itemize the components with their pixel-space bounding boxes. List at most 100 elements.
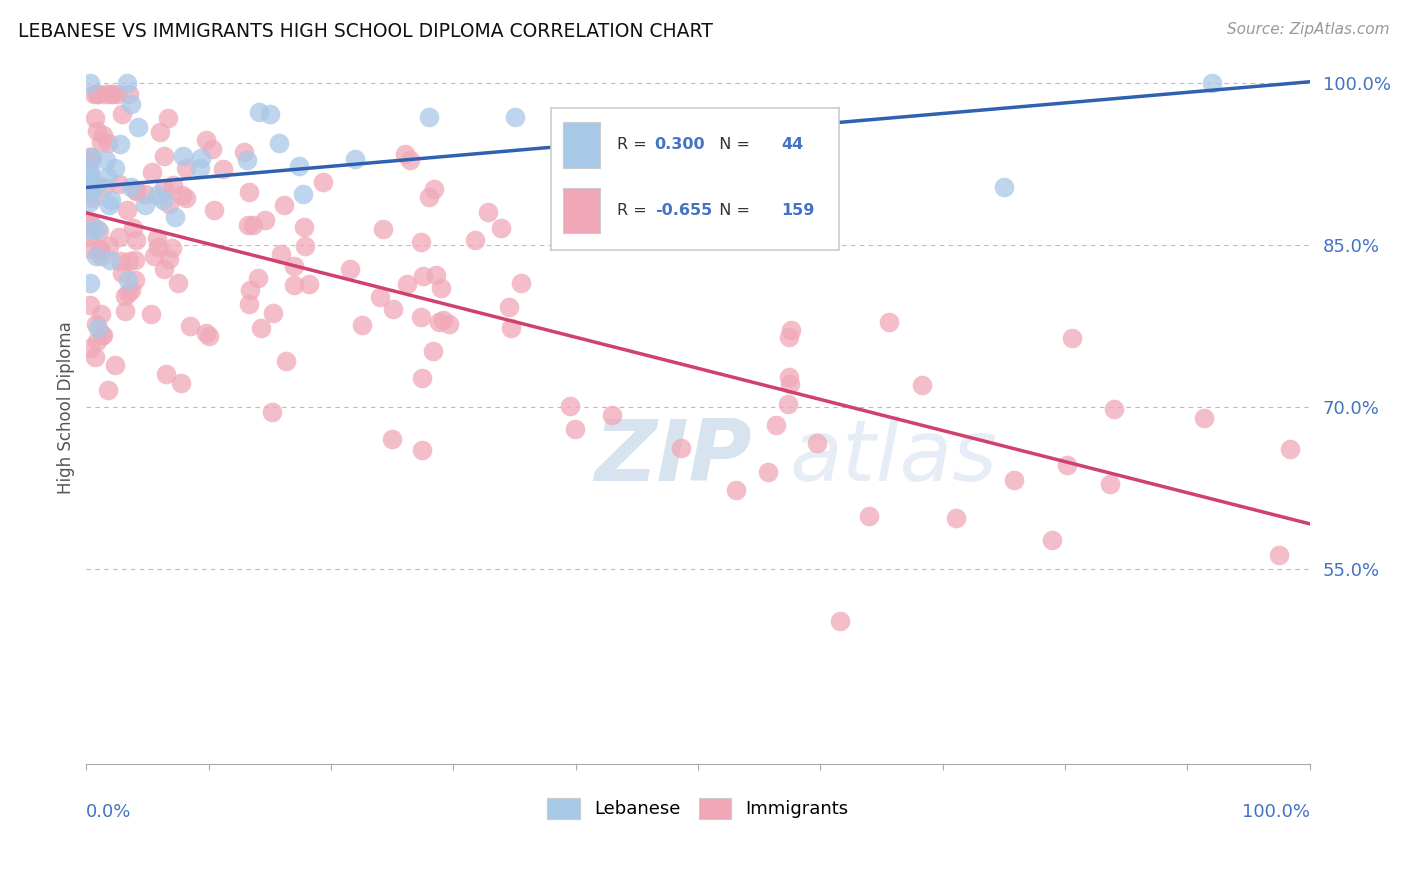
Point — [292, 219, 315, 234]
Point — [96, 136, 118, 151]
Point — [80, 182, 103, 196]
Point — [90, 307, 112, 321]
Point — [394, 147, 416, 161]
Point — [100, 87, 122, 101]
Point — [188, 161, 211, 175]
Point — [149, 125, 172, 139]
Point — [242, 219, 264, 233]
Point — [79, 297, 101, 311]
Point — [90, 249, 112, 263]
Point — [125, 233, 148, 247]
Point — [152, 193, 174, 207]
Point — [1201, 76, 1223, 90]
Point — [778, 369, 800, 384]
Point — [283, 259, 305, 273]
Point — [97, 198, 120, 212]
Point — [368, 290, 391, 304]
Point — [89, 244, 111, 258]
Point — [79, 149, 101, 163]
Point — [79, 276, 101, 290]
Point — [80, 153, 103, 167]
Point — [728, 213, 751, 227]
Point — [127, 120, 149, 134]
Point — [396, 277, 419, 292]
Point — [93, 180, 115, 194]
Point — [86, 334, 108, 348]
Text: ZIP: ZIP — [595, 416, 752, 499]
Point — [101, 87, 124, 101]
Point — [1102, 401, 1125, 416]
Point — [194, 133, 217, 147]
Point — [194, 326, 217, 340]
Point — [283, 278, 305, 293]
Point — [564, 421, 586, 435]
Point — [246, 271, 269, 285]
Point — [87, 224, 110, 238]
Point — [297, 277, 319, 291]
Point — [756, 465, 779, 479]
Point — [118, 87, 141, 101]
Point — [84, 112, 107, 126]
Point — [233, 145, 256, 159]
Point — [142, 250, 165, 264]
Point — [79, 242, 101, 256]
Point — [80, 150, 103, 164]
Point — [79, 76, 101, 90]
Point — [411, 443, 433, 458]
Point — [477, 205, 499, 219]
Point — [86, 222, 108, 236]
Point — [510, 276, 533, 290]
Point — [170, 376, 193, 390]
Point — [381, 301, 404, 316]
Point — [558, 399, 581, 413]
Point — [80, 171, 103, 186]
Point — [1040, 533, 1063, 548]
Point — [238, 296, 260, 310]
Point — [94, 153, 117, 168]
Point — [111, 106, 134, 120]
Point — [157, 252, 180, 266]
Point — [167, 276, 190, 290]
Point — [339, 262, 361, 277]
Text: 0.0%: 0.0% — [86, 803, 132, 821]
Point — [274, 354, 297, 368]
Y-axis label: High School Diploma: High School Diploma — [58, 321, 75, 493]
Point — [498, 300, 520, 314]
Point — [115, 202, 138, 217]
Text: 100.0%: 100.0% — [1241, 803, 1310, 821]
Point — [945, 510, 967, 524]
Point — [153, 149, 176, 163]
Point — [828, 614, 851, 628]
Point — [503, 110, 526, 124]
Point — [94, 87, 117, 101]
Point — [270, 246, 292, 260]
Point — [170, 188, 193, 202]
Point — [114, 303, 136, 318]
Point — [83, 350, 105, 364]
Point — [86, 87, 108, 101]
Point — [97, 383, 120, 397]
Point — [160, 241, 183, 255]
Point — [1002, 474, 1025, 488]
Point — [432, 313, 454, 327]
Point — [1056, 458, 1078, 473]
Point — [201, 142, 224, 156]
Point — [104, 358, 127, 372]
Point — [993, 180, 1015, 194]
Point — [108, 254, 131, 268]
Point — [93, 327, 115, 342]
Point — [239, 283, 262, 297]
Point — [84, 249, 107, 263]
Point — [412, 268, 434, 283]
Point — [141, 165, 163, 179]
Point — [115, 76, 138, 90]
Point — [179, 319, 201, 334]
Point — [765, 418, 787, 433]
Point — [86, 87, 108, 101]
Point — [262, 306, 284, 320]
Point — [108, 178, 131, 192]
Point — [422, 344, 444, 359]
Point — [91, 128, 114, 142]
Point — [418, 110, 440, 124]
Point — [105, 87, 128, 101]
